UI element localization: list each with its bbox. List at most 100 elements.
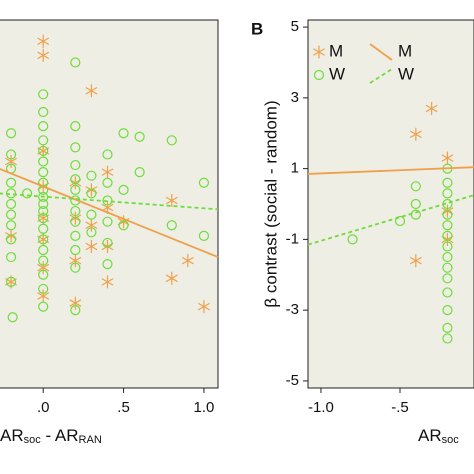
circle-point	[86, 188, 97, 199]
star-point	[85, 239, 98, 253]
circle-point	[38, 198, 49, 210]
circle-point	[38, 156, 49, 167]
circle-point	[38, 269, 49, 280]
circle-point	[5, 276, 17, 287]
circle-point	[38, 255, 49, 266]
x-tick-label: 1.0	[194, 399, 215, 416]
x-axis-label: ARsoc	[418, 426, 459, 445]
circle-point	[442, 188, 453, 199]
circle-point	[442, 305, 453, 316]
circle-point	[38, 223, 49, 234]
circle-point	[410, 181, 421, 192]
circle-point	[442, 333, 453, 344]
circle-point	[38, 184, 49, 195]
star-point	[69, 254, 82, 268]
circle-point	[70, 244, 81, 256]
fit-line	[307, 194, 474, 246]
circle-point	[134, 167, 145, 178]
x-label-part: AR	[0, 426, 24, 445]
y-tick-label: -3	[286, 301, 299, 318]
circle-point	[38, 205, 49, 217]
x-tick-label: -1.0	[308, 399, 334, 416]
circle-point	[38, 167, 49, 178]
circle-point	[5, 251, 17, 263]
y-tick-label: -5	[286, 372, 299, 389]
circle-point	[102, 149, 113, 160]
star-point	[198, 300, 210, 314]
circle-point	[394, 215, 406, 227]
circle-point	[70, 262, 81, 273]
circle-point	[38, 106, 49, 118]
circle-point	[442, 251, 453, 263]
legend-line	[369, 68, 393, 84]
circle-point	[166, 220, 177, 231]
circle-point	[5, 198, 17, 210]
plot-area	[0, 19, 219, 389]
circle-point	[442, 230, 453, 241]
circle-point	[442, 262, 453, 273]
circle-point	[70, 216, 81, 227]
y-tick-label: 5	[291, 18, 299, 35]
circle-point	[102, 237, 113, 249]
circle-point	[5, 149, 17, 160]
circle-point	[22, 188, 33, 199]
circle-point	[38, 301, 49, 312]
legend-label: W	[329, 64, 345, 83]
circle-point	[70, 305, 81, 316]
star-point	[425, 101, 438, 115]
legend-marker	[313, 45, 325, 59]
x-label-part: soc	[24, 434, 42, 446]
circle-point	[442, 220, 453, 231]
plot-area	[307, 19, 474, 389]
panel-label: B	[251, 19, 263, 38]
circle-point	[70, 205, 81, 217]
circle-point	[410, 198, 421, 210]
star-point	[69, 296, 82, 310]
circle-point	[442, 177, 453, 188]
x-label-part: RAN	[79, 434, 102, 446]
star-point	[165, 193, 178, 207]
circle-point	[86, 170, 97, 181]
circle-point	[198, 177, 210, 188]
circle-point	[70, 121, 81, 132]
circle-point	[7, 312, 18, 323]
circle-point	[38, 244, 49, 256]
circle-point	[70, 184, 81, 195]
circle-point	[118, 184, 129, 195]
circle-point	[118, 128, 129, 139]
circle-point	[5, 177, 17, 188]
circle-point	[102, 195, 113, 206]
x-axis-label: ARsoc - ARRAN	[0, 426, 102, 445]
x-tick-label: .5	[117, 399, 130, 416]
circle-point	[118, 220, 129, 231]
x-label-part: - AR	[41, 426, 79, 445]
circle-point	[442, 209, 453, 220]
star-point	[37, 48, 50, 62]
circle-point	[38, 145, 49, 157]
circle-point	[102, 259, 113, 270]
star-point	[85, 218, 98, 232]
circle-point	[166, 135, 177, 146]
star-point	[101, 275, 114, 289]
circle-point	[70, 57, 81, 68]
points	[5, 34, 210, 323]
star-point	[5, 155, 17, 169]
star-point	[37, 261, 50, 275]
circle-point	[198, 230, 210, 241]
circle-point	[5, 220, 17, 231]
star-point	[181, 254, 194, 268]
circle-point	[102, 177, 113, 188]
star-point	[165, 271, 178, 285]
circle-point	[86, 227, 97, 238]
y-tick-label: 1	[291, 160, 299, 177]
circle-point	[5, 128, 17, 139]
circle-point	[70, 174, 81, 185]
circle-point	[134, 131, 145, 142]
star-point	[441, 151, 454, 165]
legend-label: M	[329, 41, 343, 60]
legend-marker	[313, 69, 325, 81]
star-point	[37, 289, 50, 303]
y-axis-label: β contrast (social - random)	[261, 100, 280, 307]
x-label-part: soc	[442, 434, 460, 446]
circle-point	[442, 287, 453, 298]
